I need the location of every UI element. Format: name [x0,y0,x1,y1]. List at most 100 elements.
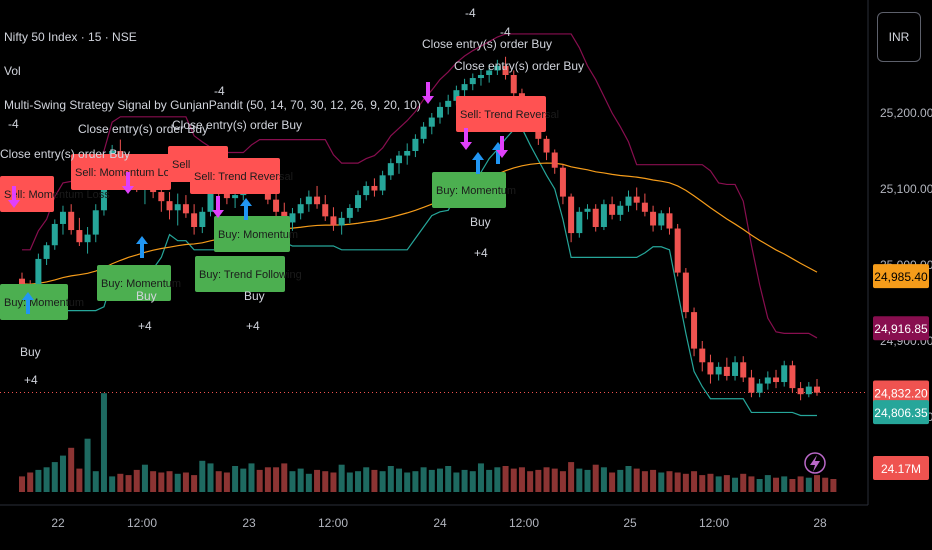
x-tick-label: 12:00 [699,516,729,530]
candle-body [609,204,616,215]
candle [84,227,91,254]
order-text: -4 [465,6,476,20]
signal-text: Sell: Momentum Loss [4,189,110,201]
volume-bar [674,472,681,492]
volume-bar [699,475,706,492]
upper-band-line [22,33,818,339]
volume-bar [396,468,403,492]
x-tick-label: 12:00 [127,516,157,530]
candle-body [207,185,214,212]
candle [273,192,280,220]
candle-body [338,217,345,226]
candle [797,382,804,401]
price-tag-box [873,316,929,341]
candle-body [658,213,665,226]
candle [781,360,788,387]
candle-body [797,388,804,395]
volume-bar [355,471,362,492]
candle [355,190,362,212]
sell-arrow-icon [422,82,434,104]
candle-body [756,383,763,393]
volume-bar [182,472,189,492]
price-tag-box [873,264,929,289]
price-tag-text: 24.17M [881,462,921,476]
signal-text: Sell: Trend Reversal [460,109,559,121]
candle [658,210,665,231]
x-tick-label: 22 [51,516,65,530]
candle [633,187,640,211]
volume-bar [576,468,583,492]
volume-bar [527,471,534,492]
candle-body [723,366,730,376]
x-tick-label: 24 [433,516,447,530]
candle-body [805,386,812,395]
candle-body [477,75,484,79]
candle [182,195,189,218]
volume-bar [732,477,739,492]
candle [477,68,484,86]
candle-body [551,152,558,168]
candle-body [764,377,771,384]
candle-body [428,117,435,127]
y-tick-label: 25,200.00 [880,106,932,120]
volume-bar [264,467,271,492]
candle-body [223,192,230,199]
volume-bar [166,471,173,492]
candle-body [691,312,698,349]
arrow-head [496,150,508,158]
candle [314,185,321,209]
lightning-icon[interactable] [804,452,826,474]
candle [502,56,509,80]
volume-bar [412,471,419,492]
price-tag: 24,985.40 [873,264,929,289]
candle-body [814,386,820,393]
arrow-head [122,186,134,194]
candle [592,204,599,232]
candle-body [748,377,755,393]
candle [568,193,575,243]
volume-bar [445,466,452,492]
volume-bar [510,468,517,492]
arrow-head [460,142,472,150]
volume-bar [535,469,542,492]
volume-bar [682,473,689,492]
candle [600,199,607,231]
candle [461,78,468,97]
candle [404,143,411,165]
buy-signal-label: Buy: Momentum [0,284,84,320]
volume-bar [707,473,714,492]
volume-bar [609,472,616,492]
price-tag: 24.17M [873,456,929,480]
volume-bar [502,466,509,492]
currency-button[interactable]: INR [877,12,921,62]
candle-body [789,365,796,389]
candle-body [559,167,566,197]
candle [510,70,517,98]
volume-bar [518,467,525,492]
volume-bar [617,469,624,492]
candle [412,134,419,158]
candle-body [396,155,403,164]
candle [732,356,739,381]
price-tag-text: 24,985.40 [874,270,928,284]
arrow-shaft [464,128,468,142]
strategy-indicator-label[interactable]: Multi-Swing Strategy Signal by GunjanPan… [4,98,421,112]
candle-body [330,216,337,226]
candle-body [592,208,599,227]
volume-indicator-label[interactable]: Vol [4,64,21,78]
candle-body [650,211,657,226]
volume-bar [371,469,378,492]
candle-body [76,230,83,243]
volume-bar [789,479,796,492]
order-text: Close entry(s) order Buy [422,37,552,51]
candle-body [641,202,648,212]
candle-body [191,213,198,227]
volume-bar [494,467,501,492]
order-text: +4 [138,319,152,333]
volume-bar [387,466,394,492]
volume-bar [338,464,345,492]
candle-body [355,195,362,208]
candle-body [469,78,476,85]
candle [445,94,452,115]
